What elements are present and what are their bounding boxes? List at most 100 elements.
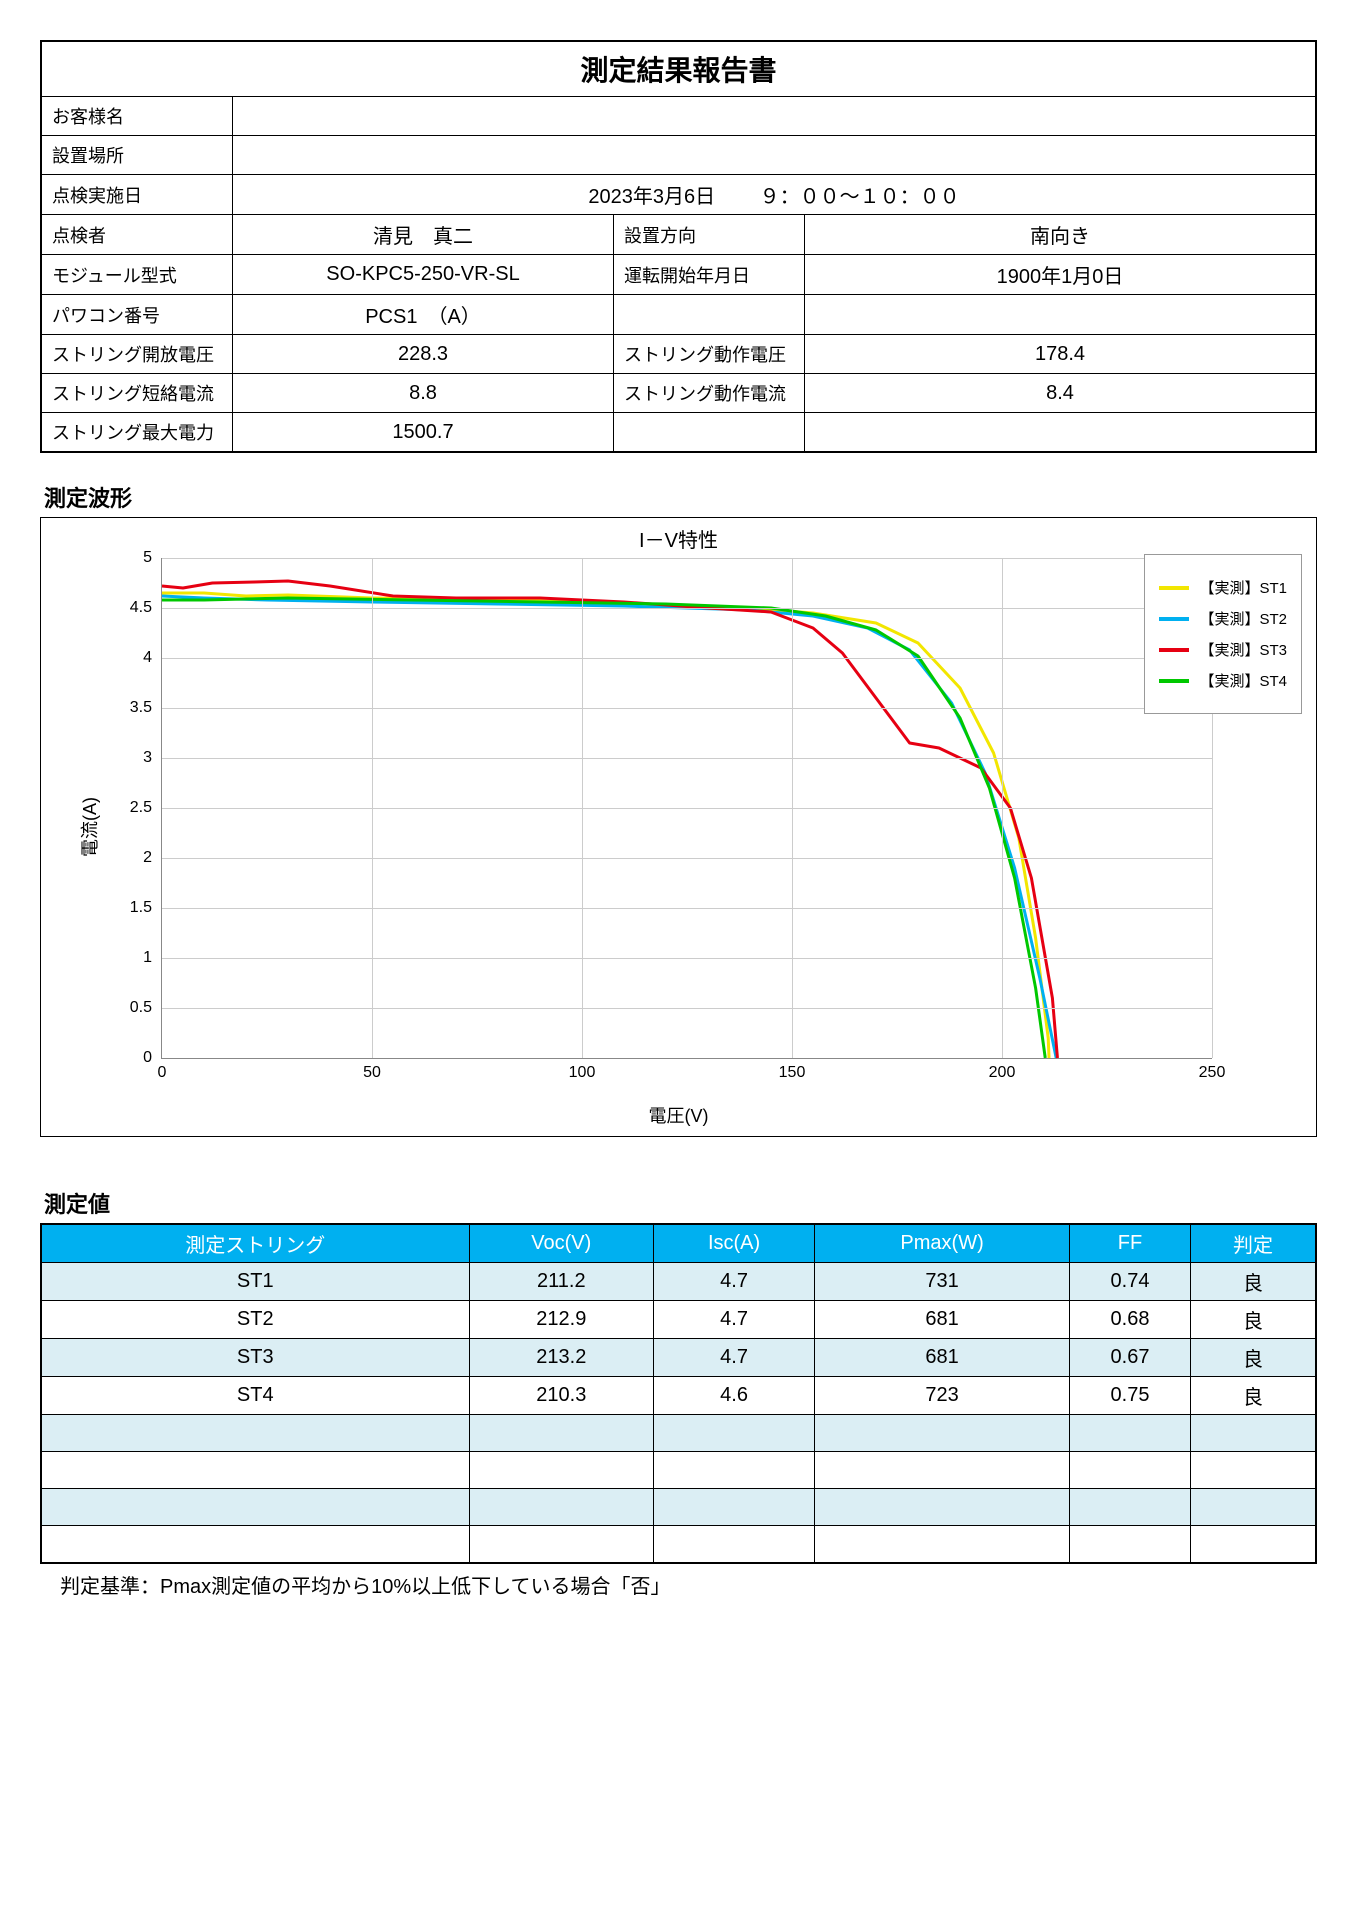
measurement-row: ST2212.94.76810.68良 [41,1301,1316,1339]
measurement-cell [1070,1415,1191,1452]
gridline-h [162,1008,1212,1009]
measurement-cell [1190,1415,1316,1452]
value-pcs-number: PCS1 （A） [233,295,614,335]
ytick-label: 3 [112,749,162,767]
label-inspector: 点検者 [41,215,233,255]
measurement-row: ST3213.24.76810.67良 [41,1339,1316,1377]
ytick-label: 1.5 [112,899,162,917]
legend-label: 【実測】ST2 [1199,608,1287,629]
measurement-cell [654,1526,815,1564]
measurement-cell: 良 [1190,1339,1316,1377]
xtick-label: 150 [779,1058,806,1082]
plot-area: 00.511.522.533.544.55050100150200250 [161,558,1212,1059]
empty-cell [614,413,805,453]
gridline-h [162,558,1212,559]
ytick-label: 4 [112,649,162,667]
report-title: 測定結果報告書 [41,41,1316,97]
measurement-header-row: 測定ストリングVoc(V)Isc(A)Pmax(W)FF判定 [41,1224,1316,1263]
legend-label: 【実測】ST1 [1199,577,1287,598]
measurement-header-cell: FF [1070,1224,1191,1263]
value-inspection-date: 2023年3月6日 ９：００～１０：００ [233,175,1317,215]
ytick-label: 3.5 [112,699,162,717]
measurement-cell [41,1526,469,1564]
measurement-cell [815,1415,1070,1452]
label-string-pmax: ストリング最大電力 [41,413,233,453]
legend-item: 【実測】ST2 [1159,608,1287,629]
ytick-label: 1 [112,949,162,967]
legend-item: 【実測】ST4 [1159,670,1287,691]
measurement-cell: ST3 [41,1339,469,1377]
measurement-header-cell: 判定 [1190,1224,1316,1263]
measurement-cell: 211.2 [469,1263,654,1301]
measurement-cell: 210.3 [469,1377,654,1415]
measurement-cell: ST4 [41,1377,469,1415]
measurement-header-cell: Voc(V) [469,1224,654,1263]
chart-title: I－V特性 [41,524,1316,553]
measurement-cell [469,1415,654,1452]
ytick-label: 0.5 [112,999,162,1017]
measurement-cell [1190,1452,1316,1489]
measurement-cell [1190,1489,1316,1526]
measurement-cell [1070,1489,1191,1526]
value-install-direction: 南向き [805,215,1317,255]
report-header-table: 測定結果報告書 お客様名 設置場所 点検実施日 2023年3月6日 ９：００～１… [40,40,1317,453]
measurement-cell [1070,1526,1191,1564]
legend-item: 【実測】ST3 [1159,639,1287,660]
measurement-row [41,1415,1316,1452]
measurement-cell [41,1452,469,1489]
value-module-model: SO-KPC5-250-VR-SL [233,255,614,295]
measurement-cell: 0.68 [1070,1301,1191,1339]
measurement-cell [654,1452,815,1489]
measurement-cell [1070,1452,1191,1489]
gridline-h [162,908,1212,909]
measurement-header-cell: Pmax(W) [815,1224,1070,1263]
legend-label: 【実測】ST4 [1199,670,1287,691]
label-install-direction: 設置方向 [614,215,805,255]
legend-swatch [1159,648,1189,652]
inspection-time-text: ９：００～１０：００ [760,186,960,208]
measurement-section-label: 測定値 [44,1187,1317,1219]
gridline-h [162,658,1212,659]
gridline-h [162,608,1212,609]
measurement-cell [654,1489,815,1526]
measurement-cell [469,1489,654,1526]
measurement-cell: 4.6 [654,1377,815,1415]
measurement-cell: 213.2 [469,1339,654,1377]
label-string-vop: ストリング動作電圧 [614,335,805,374]
value-string-pmax: 1500.7 [233,413,614,453]
label-operation-start: 運転開始年月日 [614,255,805,295]
series-line [162,598,1045,1058]
label-string-voc: ストリング開放電圧 [41,335,233,374]
measurement-cell [815,1489,1070,1526]
value-string-isc: 8.8 [233,374,614,413]
measurement-cell: 681 [815,1339,1070,1377]
legend-swatch [1159,617,1189,621]
legend-item: 【実測】ST1 [1159,577,1287,598]
measurement-body: ST1211.24.77310.74良ST2212.94.76810.68良ST… [41,1263,1316,1564]
empty-cell [805,413,1317,453]
measurement-cell: 良 [1190,1301,1316,1339]
measurement-row [41,1526,1316,1564]
gridline-v [582,558,583,1058]
ytick-label: 5 [112,549,162,567]
value-location [233,136,1317,175]
chart-ylabel: 電流(A) [76,797,102,857]
empty-cell [805,295,1317,335]
measurement-row [41,1452,1316,1489]
measurement-cell: 4.7 [654,1301,815,1339]
value-inspector: 清見 真二 [233,215,614,255]
measurement-cell: 0.75 [1070,1377,1191,1415]
chart-xlabel: 電圧(V) [41,1102,1316,1128]
value-customer [233,97,1317,136]
measurement-cell: 212.9 [469,1301,654,1339]
xtick-label: 200 [989,1058,1016,1082]
value-string-iop: 8.4 [805,374,1317,413]
measurement-cell: 0.74 [1070,1263,1191,1301]
series-line [162,596,1056,1058]
measurement-row: ST4210.34.67230.75良 [41,1377,1316,1415]
gridline-h [162,858,1212,859]
label-module-model: モジュール型式 [41,255,233,295]
measurement-cell [41,1415,469,1452]
gridline-h [162,708,1212,709]
measurement-cell [469,1452,654,1489]
